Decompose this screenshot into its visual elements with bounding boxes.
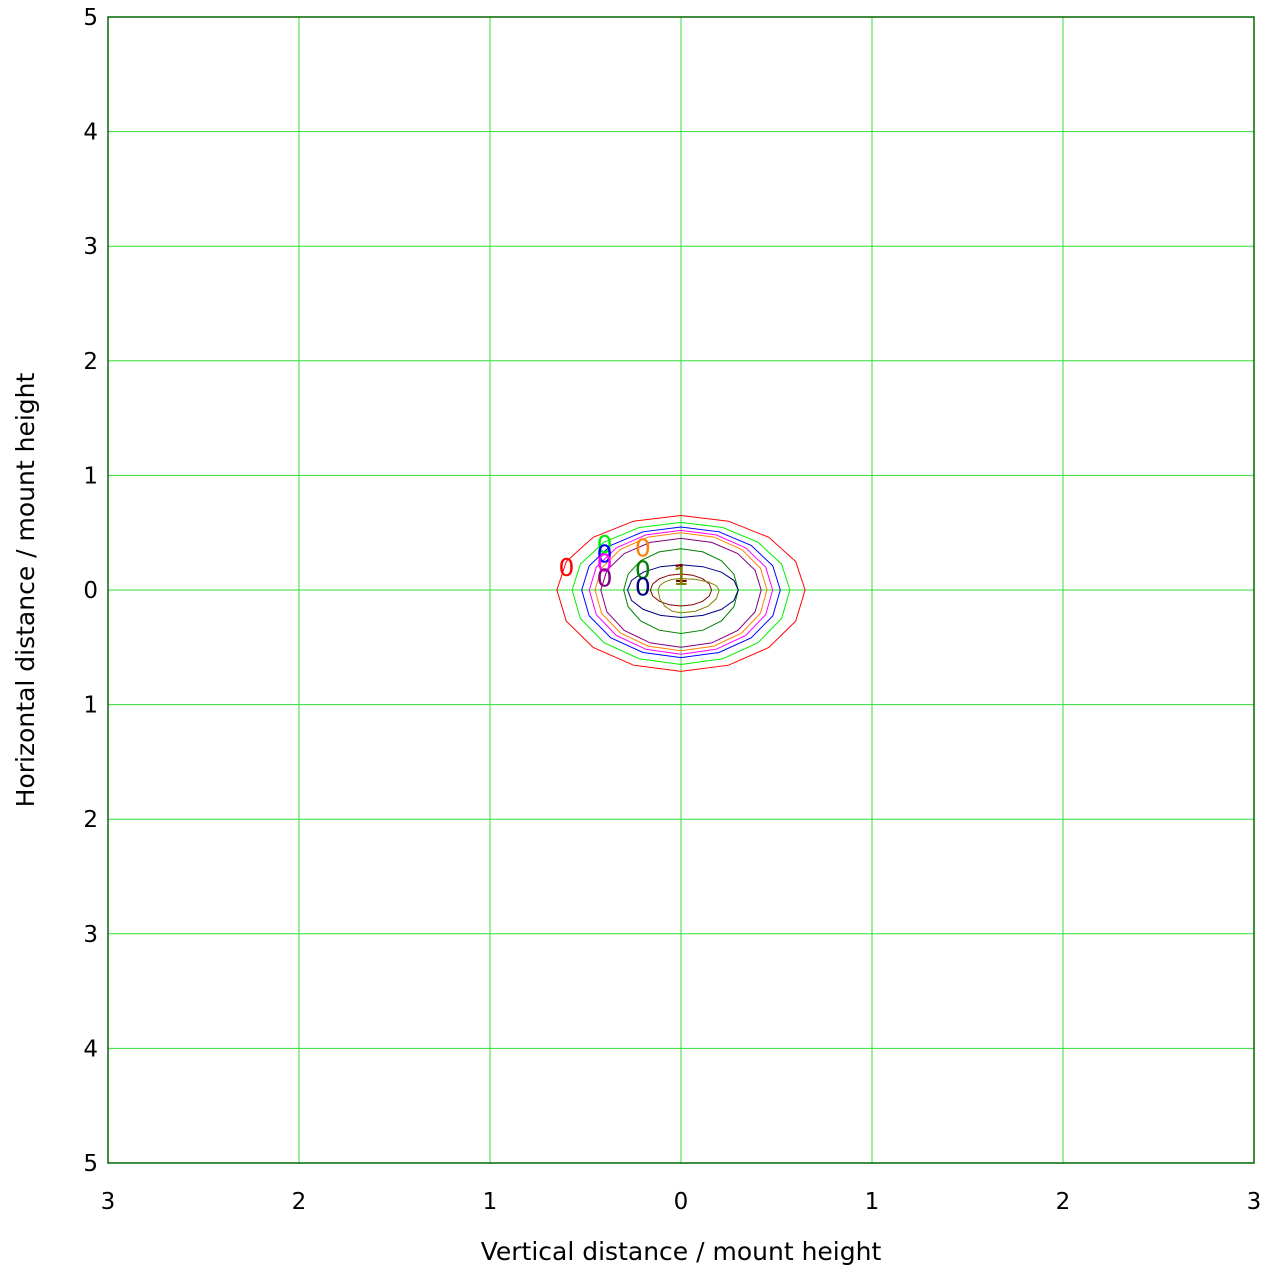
y-tick-label-0: 5 bbox=[83, 5, 98, 31]
y-tick-label-10: 5 bbox=[83, 1151, 98, 1177]
contour-line-7 bbox=[626, 564, 739, 619]
y-tick-label-2: 3 bbox=[83, 234, 98, 260]
y-tick-label-8: 3 bbox=[83, 922, 98, 948]
x-tick-label-6: 3 bbox=[1247, 1189, 1262, 1215]
contour-label-3: 0 bbox=[597, 548, 613, 577]
contour-label-7: 0 bbox=[635, 573, 651, 602]
contour-line-4 bbox=[594, 532, 768, 652]
y-tick-label-4: 1 bbox=[83, 463, 98, 489]
contour-line-6 bbox=[623, 548, 739, 635]
contour-line-1 bbox=[571, 521, 791, 666]
contour-line-3 bbox=[588, 529, 774, 655]
contour-label-8: 1 bbox=[673, 559, 689, 588]
y-tick-label-3: 2 bbox=[83, 349, 98, 375]
contour-line-9 bbox=[657, 577, 720, 614]
contour-line-0 bbox=[556, 514, 806, 672]
contour-label-4: 0 bbox=[635, 534, 651, 563]
contour-label-9: 1 bbox=[673, 562, 689, 591]
y-tick-label-9: 4 bbox=[83, 1036, 98, 1062]
contour-label-1: 0 bbox=[597, 530, 613, 559]
plot-frame bbox=[107, 16, 1255, 1164]
contour-line-2 bbox=[581, 526, 781, 659]
y-tick-label-1: 4 bbox=[83, 120, 98, 146]
y-tick-label-7: 2 bbox=[83, 807, 98, 833]
x-tick-label-0: 3 bbox=[101, 1189, 116, 1215]
contour-label-5: 0 bbox=[597, 563, 613, 592]
x-tick-label-3: 0 bbox=[674, 1189, 689, 1215]
x-tick-label-2: 1 bbox=[483, 1189, 498, 1215]
contour-line-5 bbox=[600, 537, 762, 648]
y-tick-label-6: 1 bbox=[83, 693, 98, 719]
x-tick-label-1: 2 bbox=[292, 1189, 307, 1215]
contour-label-2: 0 bbox=[597, 539, 613, 568]
contour-label-6: 0 bbox=[635, 555, 651, 584]
x-tick-label-4: 1 bbox=[865, 1189, 880, 1215]
y-axis-title: Horizontal distance / mount height bbox=[11, 372, 40, 807]
x-axis-title: Vertical distance / mount height bbox=[481, 1237, 882, 1266]
contour-lines bbox=[556, 514, 806, 672]
contour-label-0: 0 bbox=[558, 553, 574, 582]
y-tick-label-5: 0 bbox=[83, 578, 98, 604]
x-tick-label-5: 2 bbox=[1056, 1189, 1071, 1215]
contour-line-8 bbox=[649, 573, 713, 607]
